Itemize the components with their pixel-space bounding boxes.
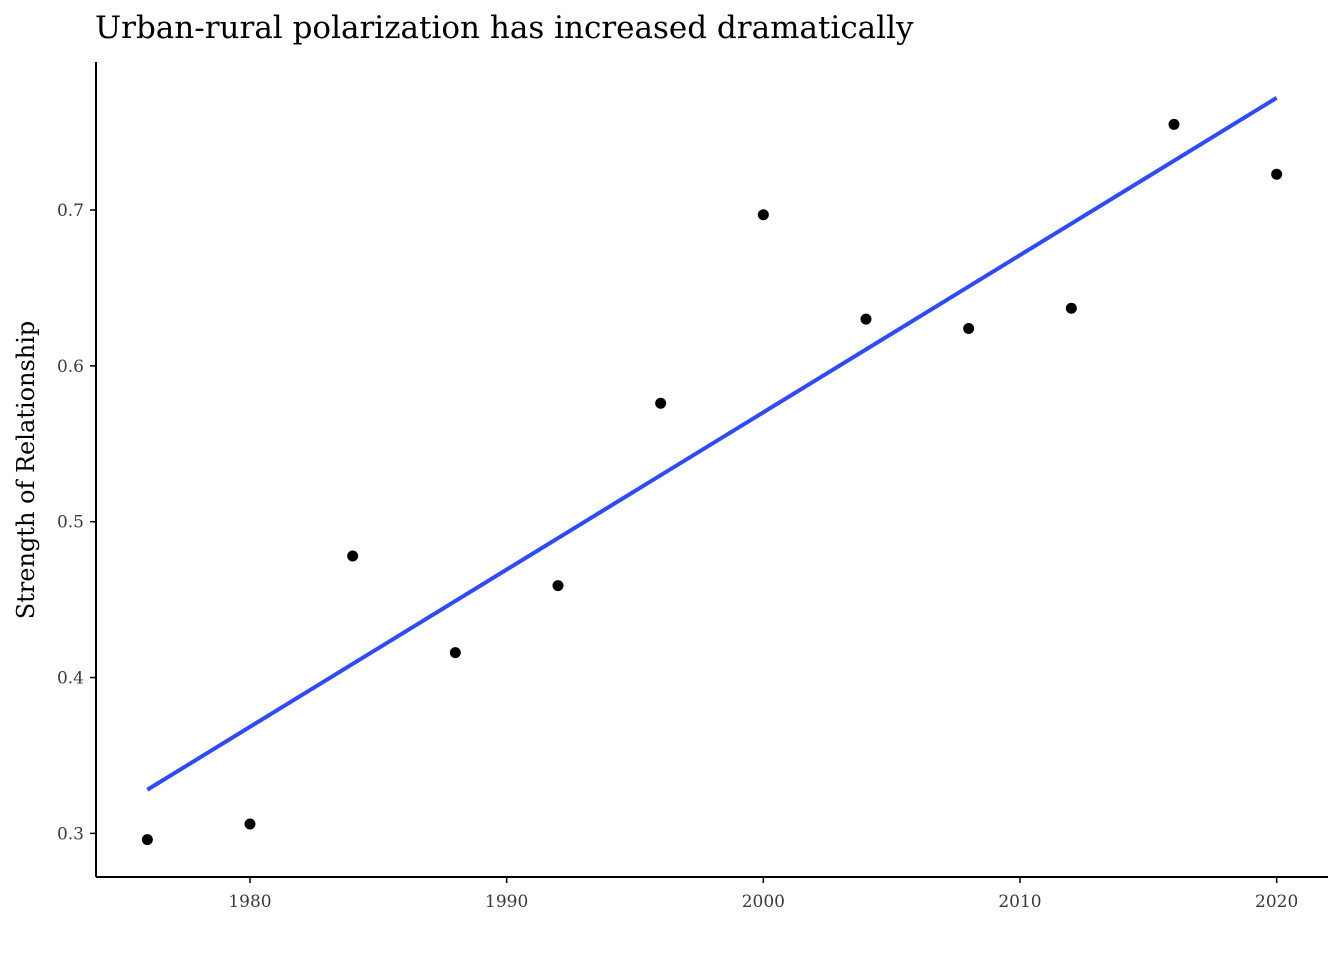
chart-title: Urban-rural polarization has increased d… — [95, 10, 914, 46]
data-point — [347, 550, 359, 562]
x-tick-label: 2000 — [742, 892, 785, 912]
data-point — [655, 397, 667, 409]
data-point — [141, 834, 153, 846]
data-point — [449, 647, 461, 659]
y-tick-label: 0.6 — [57, 357, 84, 377]
trend-line-group — [146, 96, 1278, 792]
data-point — [860, 313, 872, 325]
trend-line — [146, 96, 1278, 792]
data-point — [244, 818, 256, 830]
y-axis-title: Strength of Relationship — [12, 321, 40, 620]
x-tick-label: 1990 — [485, 892, 528, 912]
y-tick-label: 0.4 — [57, 669, 84, 689]
data-point — [1271, 168, 1283, 180]
data-point — [1168, 118, 1180, 130]
y-tick-label: 0.3 — [57, 824, 84, 844]
data-point — [757, 209, 769, 221]
data-point — [1065, 302, 1077, 314]
x-tick-label: 1980 — [228, 892, 271, 912]
y-tick-label: 0.7 — [57, 201, 84, 221]
data-point — [963, 322, 975, 334]
x-tick-label: 2010 — [998, 892, 1041, 912]
points-group — [141, 118, 1283, 846]
axes: 1980 1990 2000 2010 2020 0.3 0.4 0.5 0.6 0.7 — [57, 62, 1328, 912]
x-tick-label: 2020 — [1255, 892, 1298, 912]
data-point — [552, 580, 564, 592]
y-tick-label: 0.5 — [57, 513, 84, 533]
